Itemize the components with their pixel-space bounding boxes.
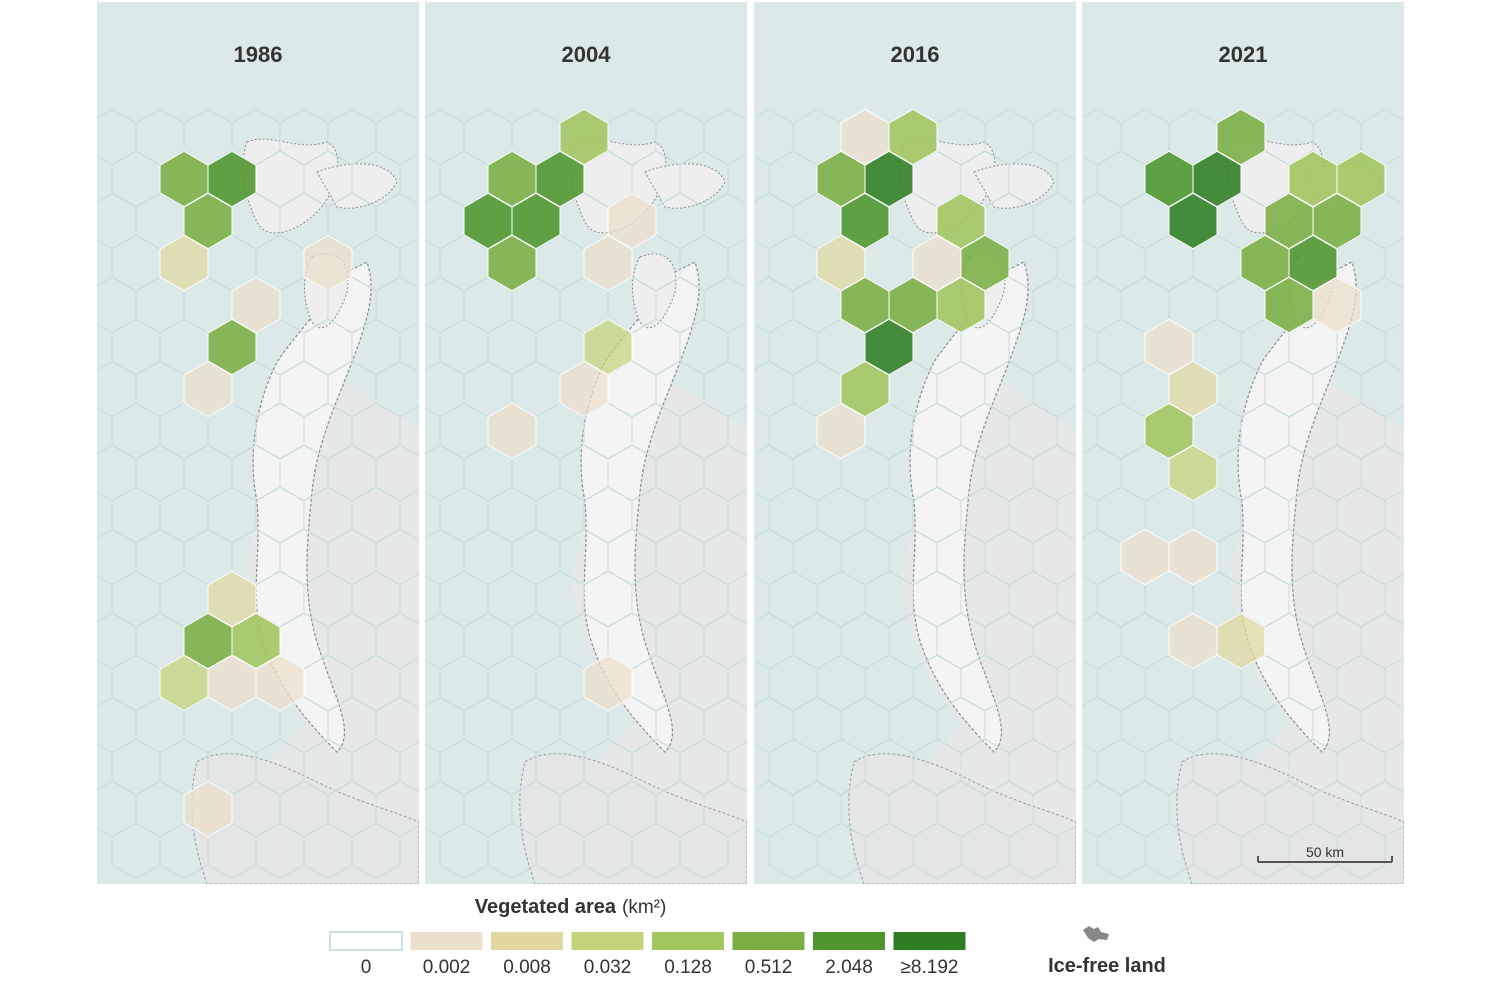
- panel-year: 2004: [562, 42, 612, 67]
- legend-swatch: [410, 932, 483, 950]
- ice-free-label: Ice-free land: [1048, 955, 1166, 977]
- panel-year: 2021: [1219, 42, 1268, 67]
- hex-cell: [487, 234, 537, 292]
- hex-cell: [936, 276, 986, 334]
- panel-year: 1986: [234, 42, 283, 67]
- hex-cell: [583, 234, 633, 292]
- hex-cell: [183, 360, 233, 418]
- hex-cell: [1168, 444, 1218, 502]
- legend-label: 0: [361, 957, 372, 978]
- hex-cell: [183, 780, 233, 838]
- legend-swatch: [491, 932, 563, 950]
- hex-cell: [1312, 276, 1362, 334]
- legend-label: 0.032: [584, 957, 632, 978]
- legend-swatch: [893, 932, 966, 950]
- hex-cell: [1168, 192, 1218, 250]
- panel-content: [97, 2, 419, 884]
- panel-year: 2016: [891, 42, 940, 67]
- ice-free-icon: [1083, 926, 1109, 942]
- legend-swatch: [652, 932, 724, 950]
- panels: 1986 2004 2016 2021 50 km: [97, 2, 1404, 884]
- hex-cell: [303, 234, 353, 292]
- legend-title: Vegetated area: [475, 896, 617, 918]
- panel-content: [754, 2, 1076, 884]
- legend-label: ≥8.192: [901, 957, 959, 978]
- hex-outline: [1336, 822, 1386, 880]
- hex-cell: [159, 234, 209, 292]
- legend-label: 0.008: [503, 957, 551, 978]
- legend-swatch: [571, 932, 644, 950]
- hex-cell: [559, 360, 609, 418]
- legend: Vegetated area (km²) Ice-free land 0 0.00…: [329, 896, 1166, 978]
- legend-swatch: [732, 932, 805, 950]
- map-panel: 2021 50 km: [1082, 2, 1404, 884]
- hex-outline: [1008, 822, 1058, 880]
- hex-cell: [816, 402, 866, 460]
- hex-outline: [351, 822, 401, 880]
- panel-content: [1082, 2, 1404, 884]
- scale-label: 50 km: [1306, 844, 1344, 860]
- hex-cell: [1216, 612, 1266, 670]
- legend-label: 0.128: [664, 957, 712, 978]
- legend-swatch: [813, 932, 885, 950]
- legend-swatch: [329, 931, 403, 951]
- legend-label: 0.002: [423, 957, 471, 978]
- hex-cell: [255, 654, 305, 712]
- panel-content: [425, 2, 747, 884]
- legend-label: 2.048: [825, 957, 873, 978]
- map-panel: 2016: [754, 2, 1076, 884]
- map-panel: 2004: [425, 2, 747, 884]
- legend-unit: (km²): [622, 897, 666, 918]
- legend-label: 0.512: [745, 957, 793, 978]
- hex-cell: [487, 402, 537, 460]
- map-panel: 1986: [97, 2, 419, 884]
- hex-outline: [679, 822, 729, 880]
- hex-cell: [1168, 528, 1218, 586]
- hex-cell: [583, 654, 633, 712]
